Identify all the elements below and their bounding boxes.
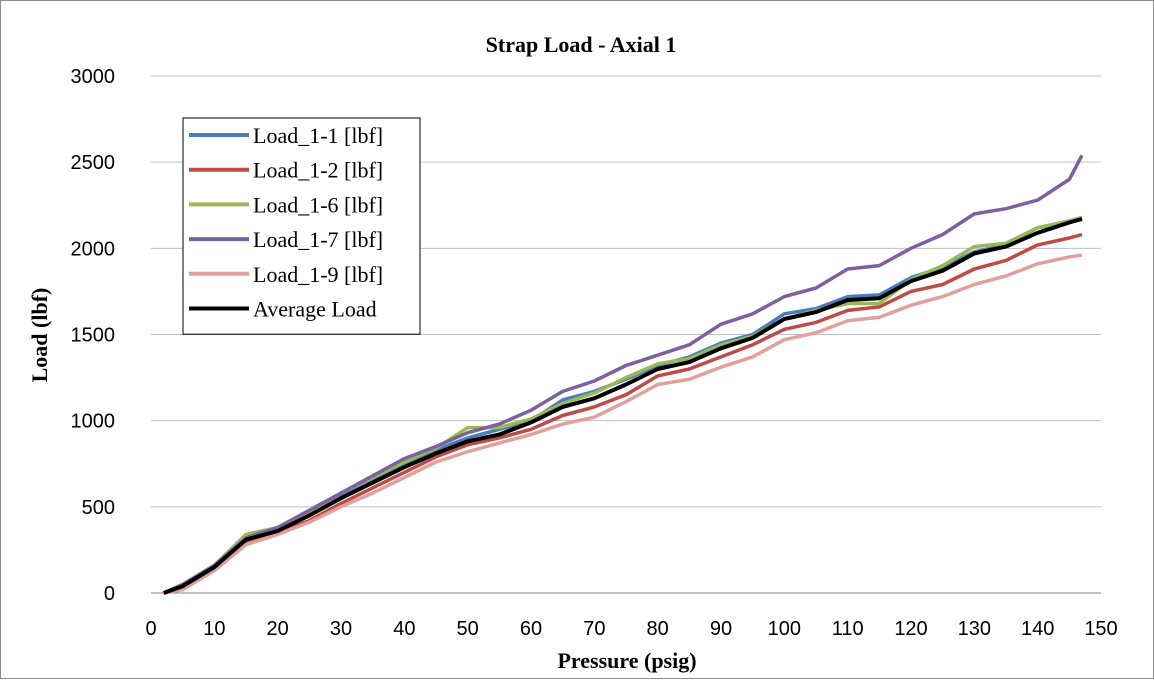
- legend-entry: Load_1-9 [lbf]: [253, 262, 383, 287]
- x-tick-label: 130: [958, 618, 991, 640]
- series-line-5: [163, 253, 1083, 595]
- y-tick-label: 0: [104, 583, 115, 605]
- x-tick-label: 50: [457, 618, 479, 640]
- x-axis-label: Pressure (psig): [557, 648, 696, 673]
- legend-entry: Average Load: [253, 297, 377, 322]
- x-tick-label: 70: [583, 618, 605, 640]
- y-tick-label: 500: [82, 497, 115, 519]
- y-tick-label: 2500: [71, 152, 116, 174]
- axes: 0 500 1000 1500 2000 2500 3000 0 10 20 30 40 50 60 70 8…: [71, 66, 1118, 640]
- x-tick-label: 80: [647, 618, 669, 640]
- y-tick-label: 1500: [71, 325, 116, 347]
- y-axis-label: Load (lbf): [27, 288, 52, 383]
- x-tick-label: 20: [267, 618, 289, 640]
- y-tick-label: 1000: [71, 411, 116, 433]
- legend-entry: Load_1-6 [lbf]: [253, 192, 383, 217]
- y-tick-label: 2000: [71, 238, 116, 260]
- x-tick-label: 0: [145, 618, 156, 640]
- x-tick-label: 40: [393, 618, 415, 640]
- legend-box: [182, 117, 421, 335]
- y-tick-label: 3000: [71, 66, 116, 88]
- x-tick-label: 60: [520, 618, 542, 640]
- x-tick-label: 150: [1084, 618, 1117, 640]
- x-tick-label: 10: [203, 618, 225, 640]
- series-lines: [162, 154, 1084, 595]
- series-line-4: [162, 154, 1084, 595]
- x-tick-label: 120: [894, 618, 927, 640]
- x-tick-label: 90: [710, 618, 732, 640]
- chart-title: Strap Load - Axial 1: [486, 32, 677, 57]
- legend: Load_1-1 [lbf] Load_1-2 [lbf] Load_1-6 [lb…: [182, 117, 421, 335]
- x-tick-label: 30: [330, 618, 352, 640]
- legend-entry: Load_1-2 [lbf]: [253, 158, 383, 183]
- legend-entry: Load_1-7 [lbf]: [253, 227, 383, 252]
- series-line-6: [163, 217, 1083, 595]
- x-tick-label: 140: [1021, 618, 1054, 640]
- legend-entry: Load_1-1 [lbf]: [253, 123, 383, 148]
- x-tick-label: 100: [768, 618, 801, 640]
- x-tick-label: 110: [832, 618, 864, 640]
